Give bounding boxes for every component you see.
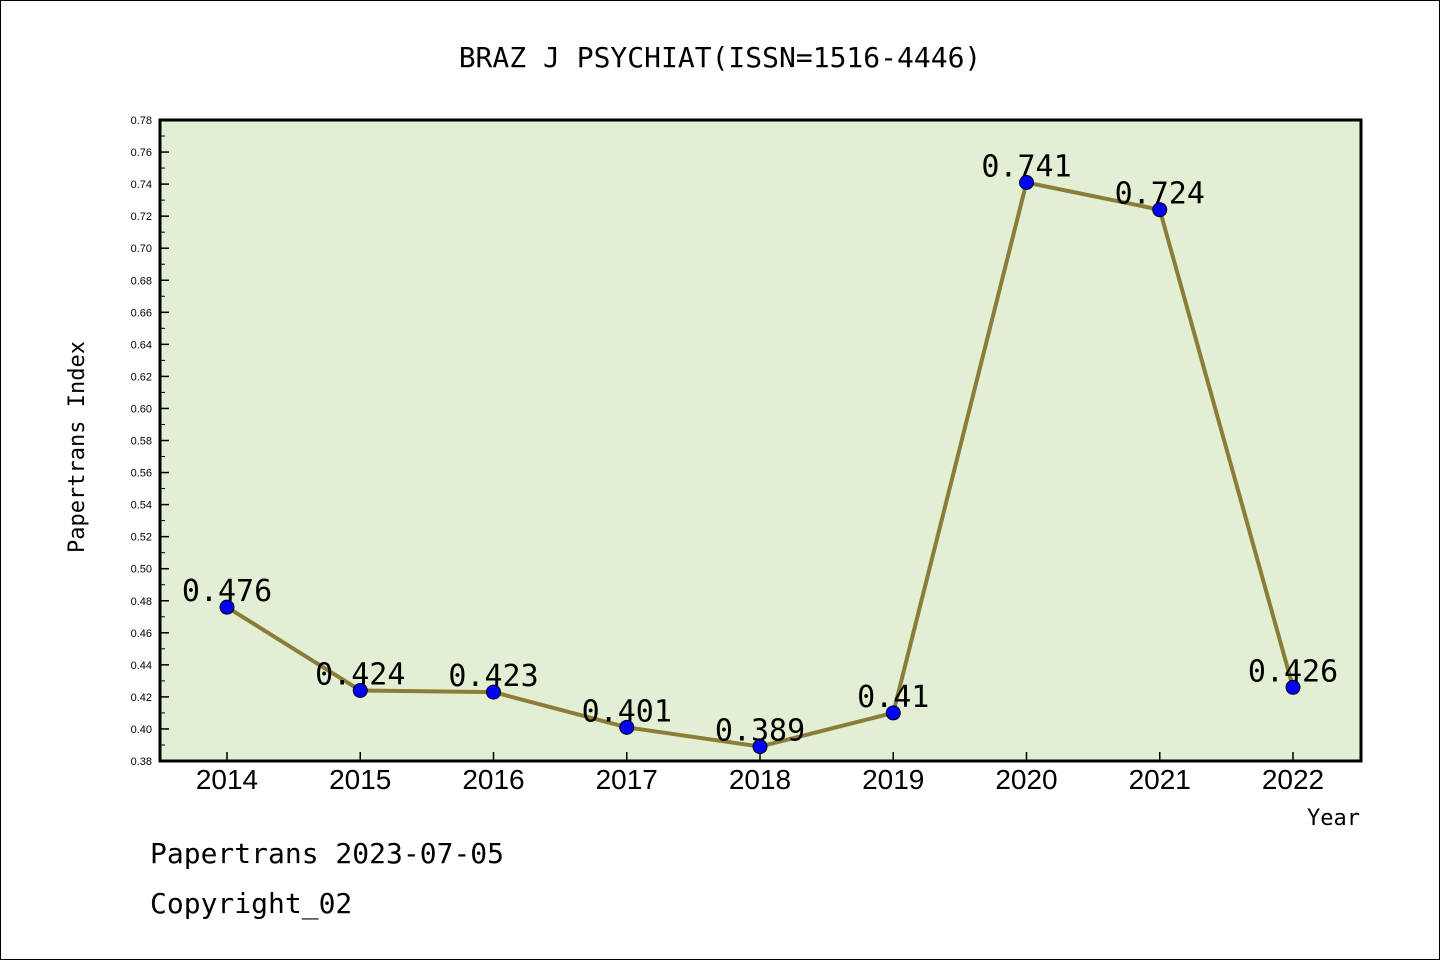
y-tick-label: 0.66: [131, 307, 152, 319]
y-tick-label: 0.62: [131, 371, 152, 383]
x-tick-label: 2020: [995, 764, 1057, 795]
y-tick-label: 0.48: [131, 596, 152, 608]
x-tick-label: 2021: [1129, 764, 1191, 795]
y-tick-label: 0.70: [131, 243, 152, 255]
y-tick-label: 0.52: [131, 532, 152, 544]
y-tick-label: 0.68: [131, 275, 152, 287]
y-tick-label: 0.46: [131, 628, 152, 640]
data-label: 0.389: [715, 714, 805, 749]
y-tick-label: 0.54: [131, 500, 152, 512]
y-tick-label: 0.58: [131, 436, 152, 448]
footer-date: Papertrans 2023-07-05: [150, 837, 504, 870]
x-tick-label: 2017: [596, 764, 658, 795]
y-tick-label: 0.74: [131, 179, 152, 191]
x-tick-label: 2022: [1262, 764, 1324, 795]
y-tick-label: 0.56: [131, 468, 152, 480]
chart-title: BRAZ J PSYCHIAT(ISSN=1516-4446): [459, 41, 982, 74]
data-labels: 0.476 0.424 0.423 0.401 0.389 0.41 0.741 0.724 0…: [182, 149, 1338, 748]
x-axis-ticks: 2014 2015 2016 2017 2018 2019 2020 2021 2022: [196, 752, 1324, 795]
data-point: [752, 739, 768, 755]
data-label: 0.423: [448, 659, 538, 694]
y-tick-label: 0.76: [131, 147, 152, 159]
x-tick-label: 2019: [862, 764, 924, 795]
y-tick-label: 0.64: [131, 339, 152, 351]
data-label: 0.401: [582, 694, 672, 729]
data-point: [1285, 679, 1301, 695]
y-axis-ticks: 0.38 0.40 0.42 0.44 0.46 0.48 0.50 0.52 0.54 0.56…: [131, 115, 169, 768]
data-label: 0.424: [315, 657, 405, 692]
footer-copyright: Copyright_02: [150, 887, 352, 921]
data-point: [486, 684, 501, 700]
data-point: [219, 599, 235, 615]
y-tick-label: 0.40: [131, 724, 152, 736]
data-point: [352, 682, 368, 698]
x-tick-label: 2015: [329, 764, 391, 795]
y-tick-label: 0.78: [131, 115, 152, 127]
y-tick-label: 0.38: [131, 756, 152, 768]
y-tick-label: 0.72: [131, 211, 152, 223]
data-point: [885, 705, 901, 721]
y-axis-label: Papertrans Index: [65, 341, 90, 553]
data-label: 0.741: [981, 149, 1071, 184]
y-tick-label: 0.50: [131, 564, 152, 576]
x-tick-label: 2016: [462, 764, 524, 795]
x-tick-label: 2014: [196, 764, 258, 795]
y-tick-label: 0.42: [131, 692, 152, 704]
y-tick-label: 0.60: [131, 403, 152, 415]
y-tick-label: 0.44: [131, 660, 152, 672]
x-axis-label: Year: [1307, 806, 1360, 831]
data-point: [1019, 174, 1034, 190]
data-label: 0.41: [857, 680, 929, 715]
data-label: 0.426: [1248, 654, 1338, 689]
x-tick-label: 2018: [729, 764, 791, 795]
data-point: [619, 719, 635, 735]
data-label: 0.476: [182, 574, 272, 609]
data-label: 0.724: [1115, 177, 1205, 212]
plot-area: [158, 118, 1363, 763]
data-points: [219, 174, 1301, 755]
data-point: [1152, 202, 1168, 218]
